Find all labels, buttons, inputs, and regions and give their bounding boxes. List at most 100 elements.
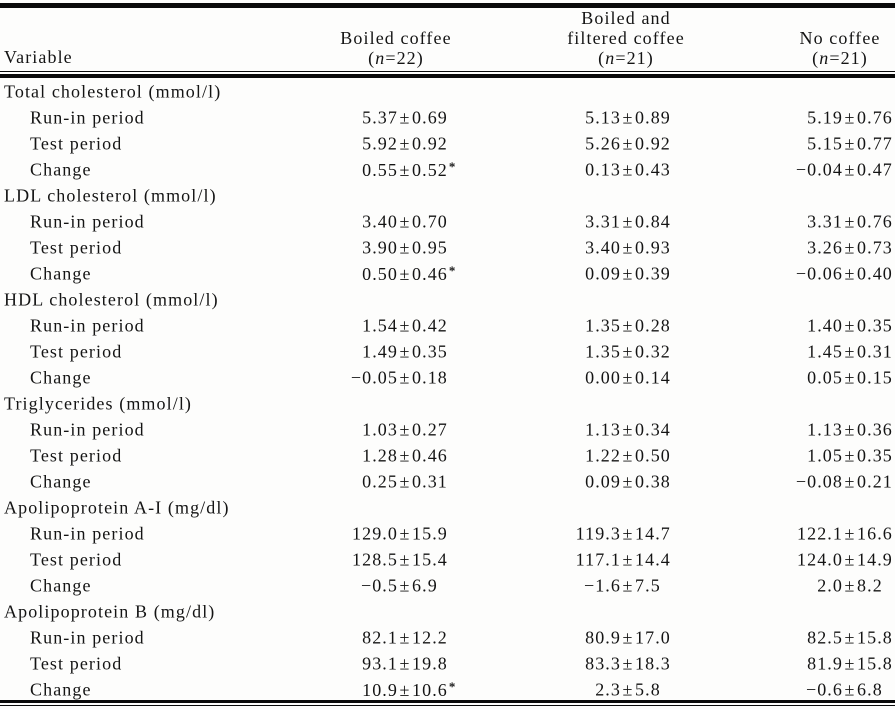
row-label: Test period <box>30 341 123 362</box>
bottom-rule-thick <box>0 700 895 703</box>
value-cell-filtered: 0.09±0.39 <box>585 263 671 284</box>
value-cell-nocoffee: −0.06±0.40 <box>795 263 893 284</box>
value-cell-filtered: 1.35±0.32 <box>585 341 671 362</box>
table-row: Test period 3.90±0.95 3.40±0.93 3.26±0.7… <box>0 235 895 261</box>
table-row: Run-in period 3.40±0.70 3.31±0.84 3.31±0… <box>0 209 895 235</box>
value-cell-filtered: 0.09±0.38 <box>585 471 671 492</box>
row-label: Change <box>30 471 92 492</box>
value-cell-boiled: 93.1±19.8 <box>362 653 448 674</box>
value-cell-boiled: 1.49±0.35 <box>362 341 448 362</box>
value-cell-filtered: 3.40±0.93 <box>585 237 671 258</box>
section-header-row: Apolipoprotein A-I (mg/dl) <box>0 495 895 521</box>
column-header-boiled-filtered-coffee: Boiled and filtered coffee (n=21) <box>567 8 685 68</box>
section-title: Triglycerides (mmol/l) <box>4 393 193 414</box>
value-cell-boiled: 82.1±12.2 <box>362 627 448 648</box>
value-cell-nocoffee: 124.0±14.9 <box>797 549 893 570</box>
table-row: Test period 1.28±0.46 1.22±0.50 1.05±0.3… <box>0 443 895 469</box>
value-cell-filtered: 1.22±0.50 <box>585 445 671 466</box>
value-cell-boiled: 5.37±0.69 <box>362 107 448 128</box>
value-cell-filtered: 5.26±0.92 <box>585 133 671 154</box>
value-cell-filtered: 119.3±14.7 <box>575 523 671 544</box>
column-header-n: (n=22) <box>368 48 424 68</box>
value-cell-boiled: 1.28±0.46 <box>362 445 448 466</box>
section-title: Total cholesterol (mmol/l) <box>4 81 222 102</box>
value-cell-filtered: 117.1±14.4 <box>575 549 671 570</box>
value-cell-boiled: 3.90±0.95 <box>362 237 448 258</box>
row-label: Run-in period <box>30 107 145 128</box>
section-header-row: LDL cholesterol (mmol/l) <box>0 183 895 209</box>
row-label: Change <box>30 367 92 388</box>
table-row: Test period 1.49±0.35 1.35±0.32 1.45±0.3… <box>0 339 895 365</box>
value-cell-filtered: 83.3±18.3 <box>585 653 671 674</box>
value-cell-boiled: 0.25±0.31 <box>362 471 448 492</box>
table-row: Change 0.25±0.31 0.09±0.38 −0.08±0.21 <box>0 469 895 495</box>
section-title: Apolipoprotein B (mg/dl) <box>4 601 216 622</box>
section-header-row: Apolipoprotein B (mg/dl) <box>0 599 895 625</box>
value-cell-boiled: 129.0±15.9 <box>352 523 448 544</box>
value-cell-filtered: 80.9±17.0 <box>585 627 671 648</box>
value-cell-boiled: −0.05±0.18 <box>350 367 448 388</box>
value-cell-boiled: 1.03±0.27 <box>362 419 448 440</box>
column-header-line: filtered coffee <box>567 28 685 48</box>
row-label: Change <box>30 575 92 596</box>
row-label: Run-in period <box>30 211 145 232</box>
row-label: Run-in period <box>30 315 145 336</box>
row-label: Test period <box>30 237 123 258</box>
section-header-row: HDL cholesterol (mmol/l) <box>0 287 895 313</box>
table-row: Change −0.05±0.18 0.00±0.14 0.05±0.15 <box>0 365 895 391</box>
table-header: Variable Boiled coffee (n=22) Boiled and… <box>0 8 895 71</box>
value-cell-filtered: 1.13±0.34 <box>585 419 671 440</box>
table-row: Run-in period 129.0±15.9 119.3±14.7 122.… <box>0 521 895 547</box>
table-row: Test period 128.5±15.4 117.1±14.4 124.0±… <box>0 547 895 573</box>
value-cell-nocoffee: 5.19±0.76 <box>807 107 893 128</box>
value-cell-nocoffee: 81.9±15.8 <box>807 653 893 674</box>
value-cell-boiled: 1.54±0.42 <box>362 315 448 336</box>
table-row: Test period 93.1±19.8 83.3±18.3 81.9±15.… <box>0 651 895 677</box>
table-row: Test period 5.92±0.92 5.26±0.92 5.15±0.7… <box>0 131 895 157</box>
value-cell-nocoffee: 122.1±16.6 <box>797 523 893 544</box>
value-cell-nocoffee: 2.0±8.2 <box>817 575 883 596</box>
table-row: Change 10.9±10.6* 2.3±5.8 −0.6±6.8 <box>0 677 895 703</box>
section-title: Apolipoprotein A-I (mg/dl) <box>4 497 230 518</box>
column-header-variable: Variable <box>4 47 73 67</box>
column-header-n: (n=21) <box>812 48 868 68</box>
column-header-line: No coffee <box>799 28 881 48</box>
table-body: Total cholesterol (mmol/l) Run-in period… <box>0 79 895 703</box>
section-title: HDL cholesterol (mmol/l) <box>4 289 219 310</box>
value-cell-nocoffee: −0.04±0.47 <box>795 159 893 180</box>
column-header-n: (n=21) <box>598 48 654 68</box>
value-cell-filtered: 1.35±0.28 <box>585 315 671 336</box>
row-label: Change <box>30 263 92 284</box>
value-cell-filtered: 2.3±5.8 <box>595 679 661 700</box>
value-cell-nocoffee: 1.05±0.35 <box>807 445 893 466</box>
value-cell-nocoffee: 1.45±0.31 <box>807 341 893 362</box>
column-header-no-coffee: No coffee (n=21) <box>799 28 880 68</box>
row-label: Run-in period <box>30 627 145 648</box>
row-label: Run-in period <box>30 523 145 544</box>
header-separator-thin-rule <box>0 71 895 72</box>
column-header-line: Boiled coffee <box>340 28 452 48</box>
section-header-row: Triglycerides (mmol/l) <box>0 391 895 417</box>
top-rule <box>0 3 895 8</box>
table-row: Run-in period 5.37±0.69 5.13±0.89 5.19±0… <box>0 105 895 131</box>
section-title: LDL cholesterol (mmol/l) <box>4 185 217 206</box>
table-row: Run-in period 1.03±0.27 1.13±0.34 1.13±0… <box>0 417 895 443</box>
column-header-line: Boiled and <box>581 8 671 28</box>
table-row: Change −0.5±6.9 −1.6±7.5 2.0±8.2 <box>0 573 895 599</box>
bottom-rule-thin <box>0 705 895 706</box>
header-separator-rule <box>0 74 895 78</box>
value-cell-nocoffee: 1.13±0.36 <box>807 419 893 440</box>
table-row: Run-in period 82.1±12.2 80.9±17.0 82.5±1… <box>0 625 895 651</box>
row-label: Test period <box>30 653 123 674</box>
value-cell-boiled: 0.50±0.46* <box>362 263 456 284</box>
table-row: Change 0.55±0.52* 0.13±0.43 −0.04±0.47 <box>0 157 895 183</box>
value-cell-boiled: 5.92±0.92 <box>362 133 448 154</box>
column-header-boiled-coffee: Boiled coffee (n=22) <box>340 28 451 68</box>
table-row: Change 0.50±0.46* 0.09±0.39 −0.06±0.40 <box>0 261 895 287</box>
value-cell-nocoffee: 3.26±0.73 <box>807 237 893 258</box>
value-cell-boiled: 10.9±10.6* <box>362 679 456 700</box>
value-cell-boiled: −0.5±6.9 <box>360 575 438 596</box>
row-label: Run-in period <box>30 419 145 440</box>
row-label: Test period <box>30 445 123 466</box>
